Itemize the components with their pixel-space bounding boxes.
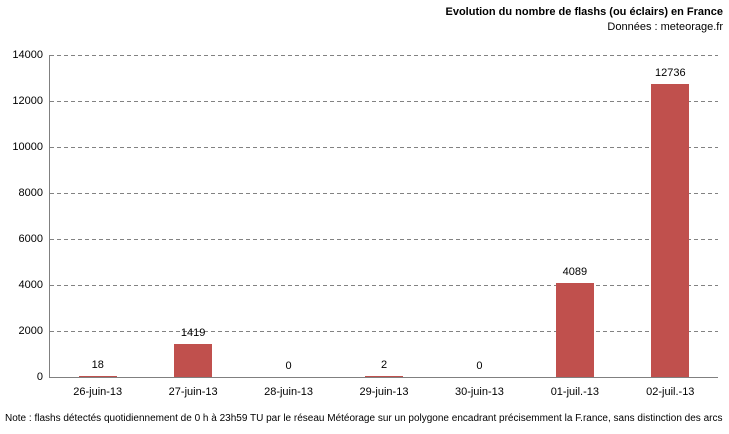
plot-area: 0 2000 4000 6000 8000 10000 12000 14000 18 26-jui… — [12, 49, 718, 398]
bar — [174, 344, 213, 377]
y-axis-tick-label: 2000 — [18, 325, 43, 337]
y-axis-tick-label: 14000 — [12, 49, 43, 61]
bar-value-label: 4089 — [562, 265, 588, 278]
bar — [78, 376, 117, 377]
gridline — [50, 193, 718, 194]
x-axis-category-label: 29-juin-13 — [359, 386, 409, 398]
gridline — [50, 101, 718, 102]
y-axis-tick-label: 4000 — [18, 279, 43, 291]
gridline — [50, 331, 718, 332]
y-axis-tick-label: 0 — [36, 371, 43, 383]
x-axis-category-label: 02-juil.-13 — [646, 386, 695, 398]
bar — [555, 282, 594, 377]
x-axis-category-label: 30-juin-13 — [454, 386, 504, 398]
gridline — [50, 55, 718, 56]
chart-subtitle: Données : meteorage.fr — [607, 21, 723, 33]
bar-value-label: 2 — [380, 359, 388, 371]
y-axis-tick-label: 12000 — [12, 95, 43, 107]
bar-value-label: 0 — [476, 360, 483, 372]
bar-value-label: 18 — [91, 359, 104, 371]
y-axis-tick-label: 10000 — [12, 141, 43, 153]
x-axis-category-label: 01-juil.-13 — [550, 386, 599, 398]
gridline — [50, 239, 718, 240]
bar-value-label: 12736 — [654, 67, 686, 80]
gridline — [50, 147, 718, 148]
footnote: Note : flashs détectés quotidiennement d… — [5, 413, 723, 424]
bar-value-label: 1419 — [180, 327, 206, 340]
chart-title: Evolution du nombre de flashs (ou éclair… — [445, 6, 724, 18]
y-axis-tick-label: 8000 — [18, 187, 43, 199]
bar-value-label: 0 — [285, 360, 292, 372]
chart-header: Evolution du nombre de flashs (ou éclair… — [446, 5, 724, 35]
y-axis-tick-label: 6000 — [18, 233, 43, 245]
x-axis-category-label: 28-juin-13 — [264, 386, 314, 398]
bar — [651, 84, 690, 377]
bar — [365, 376, 403, 377]
x-axis-category-label: 27-juin-13 — [168, 386, 218, 398]
gridline — [50, 285, 718, 286]
x-axis-category-label: 26-juin-13 — [73, 386, 123, 398]
